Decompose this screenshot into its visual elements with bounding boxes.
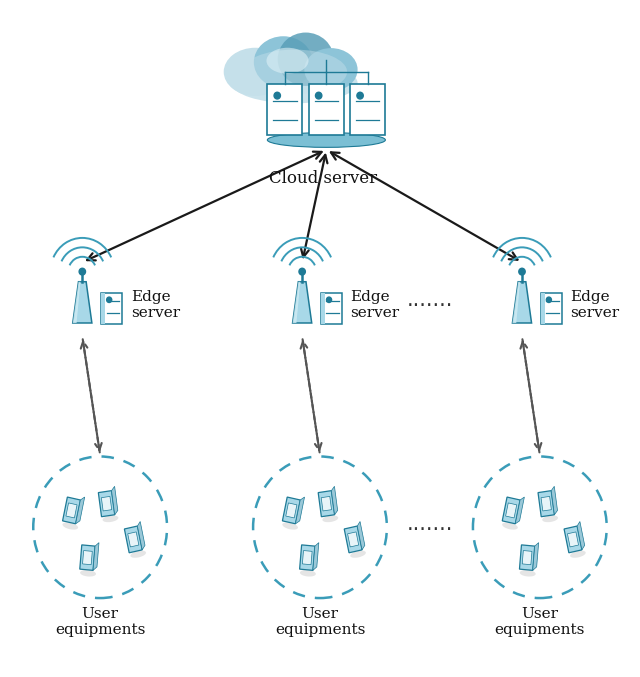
Circle shape — [357, 92, 364, 99]
Text: Edge
server: Edge server — [131, 290, 180, 320]
Polygon shape — [577, 521, 585, 550]
FancyBboxPatch shape — [101, 292, 122, 324]
Polygon shape — [357, 521, 365, 550]
Text: User
equipments: User equipments — [275, 607, 365, 637]
Text: Edge
server: Edge server — [570, 290, 620, 320]
Ellipse shape — [102, 515, 118, 522]
Polygon shape — [101, 292, 105, 324]
Text: Edge
server: Edge server — [351, 290, 400, 320]
Circle shape — [274, 92, 280, 99]
Polygon shape — [76, 497, 84, 524]
Polygon shape — [344, 526, 362, 553]
FancyBboxPatch shape — [321, 292, 342, 324]
FancyBboxPatch shape — [541, 292, 561, 324]
Polygon shape — [515, 497, 524, 524]
FancyBboxPatch shape — [309, 84, 344, 135]
Circle shape — [547, 297, 552, 303]
Text: .......: ....... — [406, 290, 452, 310]
Polygon shape — [138, 521, 145, 550]
Circle shape — [107, 297, 112, 303]
Circle shape — [519, 268, 525, 275]
Polygon shape — [532, 543, 539, 570]
Polygon shape — [520, 545, 535, 570]
Ellipse shape — [350, 550, 366, 558]
Text: Cloud server: Cloud server — [269, 170, 377, 187]
Polygon shape — [541, 292, 545, 324]
Ellipse shape — [520, 570, 536, 577]
Polygon shape — [302, 550, 312, 565]
Polygon shape — [292, 282, 300, 323]
Polygon shape — [99, 491, 115, 517]
FancyBboxPatch shape — [350, 84, 385, 135]
Polygon shape — [541, 496, 552, 511]
Polygon shape — [502, 497, 520, 524]
Circle shape — [79, 268, 86, 275]
Polygon shape — [300, 545, 315, 570]
Polygon shape — [513, 282, 532, 323]
Ellipse shape — [131, 550, 146, 558]
Polygon shape — [522, 550, 532, 565]
Polygon shape — [101, 496, 112, 511]
Ellipse shape — [268, 133, 385, 148]
Polygon shape — [111, 486, 118, 515]
Polygon shape — [66, 503, 77, 518]
Ellipse shape — [502, 523, 518, 529]
Polygon shape — [506, 503, 516, 518]
Polygon shape — [318, 491, 335, 517]
Polygon shape — [313, 543, 319, 570]
Polygon shape — [124, 526, 142, 553]
Polygon shape — [80, 545, 95, 570]
Ellipse shape — [570, 550, 586, 558]
Ellipse shape — [224, 48, 287, 96]
Ellipse shape — [305, 48, 358, 91]
Text: User
equipments: User equipments — [495, 607, 585, 637]
Ellipse shape — [254, 37, 313, 88]
Polygon shape — [73, 282, 92, 323]
Polygon shape — [73, 282, 81, 323]
Polygon shape — [296, 497, 305, 524]
Polygon shape — [83, 550, 92, 565]
Polygon shape — [348, 532, 358, 547]
Circle shape — [316, 92, 322, 99]
Polygon shape — [282, 497, 300, 524]
Ellipse shape — [242, 49, 347, 94]
Polygon shape — [321, 496, 332, 511]
Ellipse shape — [80, 570, 96, 577]
Polygon shape — [568, 532, 579, 547]
Polygon shape — [292, 282, 312, 323]
Ellipse shape — [323, 515, 338, 522]
FancyBboxPatch shape — [268, 84, 303, 135]
Ellipse shape — [232, 62, 358, 104]
Text: .......: ....... — [406, 514, 452, 534]
Polygon shape — [93, 543, 99, 570]
Polygon shape — [321, 292, 325, 324]
Polygon shape — [63, 497, 81, 524]
Polygon shape — [332, 486, 338, 515]
Ellipse shape — [278, 32, 334, 86]
Polygon shape — [564, 526, 582, 553]
Ellipse shape — [63, 523, 78, 529]
Ellipse shape — [282, 523, 298, 529]
Ellipse shape — [300, 570, 316, 577]
Polygon shape — [128, 532, 139, 547]
Circle shape — [326, 297, 332, 303]
Ellipse shape — [542, 515, 558, 522]
Polygon shape — [538, 491, 554, 517]
Polygon shape — [286, 503, 297, 518]
Circle shape — [299, 268, 305, 275]
Text: User
equipments: User equipments — [55, 607, 145, 637]
Polygon shape — [513, 282, 520, 323]
Polygon shape — [551, 486, 557, 515]
Ellipse shape — [266, 48, 308, 74]
